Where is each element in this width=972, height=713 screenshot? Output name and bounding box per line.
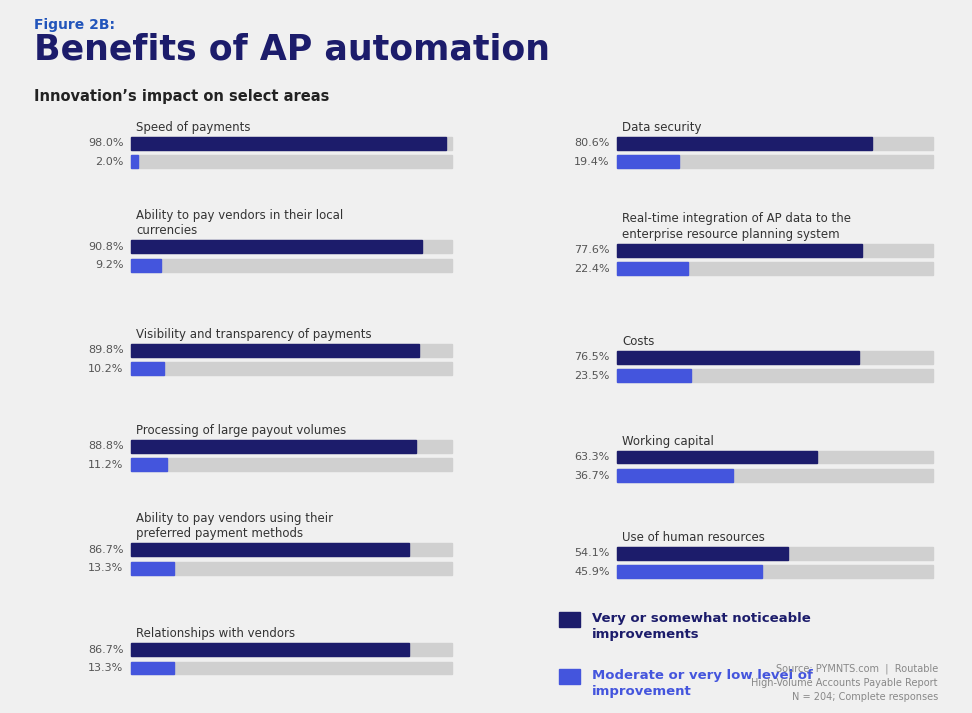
Bar <box>131 562 452 575</box>
Bar <box>617 262 688 275</box>
Bar <box>131 543 409 556</box>
Text: Visibility and transparency of payments: Visibility and transparency of payments <box>136 328 371 341</box>
Bar <box>131 662 452 674</box>
Text: 80.6%: 80.6% <box>574 138 609 148</box>
Bar <box>617 469 933 482</box>
Text: Relationships with vendors: Relationships with vendors <box>136 627 295 640</box>
Bar <box>617 155 933 168</box>
Text: 45.9%: 45.9% <box>573 567 609 577</box>
Text: Costs: Costs <box>622 335 654 348</box>
Bar <box>131 458 452 471</box>
Text: 23.5%: 23.5% <box>574 371 609 381</box>
Bar <box>131 137 445 150</box>
Bar <box>617 155 678 168</box>
Text: Speed of payments: Speed of payments <box>136 121 251 134</box>
Bar <box>617 451 817 463</box>
Text: 10.2%: 10.2% <box>88 364 123 374</box>
Text: 63.3%: 63.3% <box>574 452 609 462</box>
Text: Innovation’s impact on select areas: Innovation’s impact on select areas <box>34 89 330 104</box>
Bar <box>131 344 452 356</box>
Bar <box>131 240 452 253</box>
Text: Ability to pay vendors using their
preferred payment methods: Ability to pay vendors using their prefe… <box>136 512 333 540</box>
Bar <box>131 362 452 375</box>
Bar <box>559 669 580 684</box>
Bar <box>131 344 419 356</box>
Bar <box>617 451 933 463</box>
Bar <box>559 612 580 627</box>
Text: Ability to pay vendors in their local
currencies: Ability to pay vendors in their local cu… <box>136 209 343 237</box>
Text: Source: PYMNTS.com  |  Routable
High-Volume Accounts Payable Report
N = 204; Com: Source: PYMNTS.com | Routable High-Volum… <box>751 664 938 702</box>
Bar <box>617 137 872 150</box>
Bar <box>131 440 452 453</box>
Text: 22.4%: 22.4% <box>573 264 609 274</box>
Bar <box>617 351 859 364</box>
Text: 36.7%: 36.7% <box>574 471 609 481</box>
Bar <box>617 565 933 578</box>
Text: 11.2%: 11.2% <box>88 460 123 470</box>
Bar <box>617 369 691 382</box>
Bar <box>131 137 452 150</box>
Bar <box>131 155 138 168</box>
Text: 86.7%: 86.7% <box>87 645 123 655</box>
Bar <box>131 662 174 674</box>
Text: Data security: Data security <box>622 121 702 134</box>
Bar <box>617 137 933 150</box>
Text: 54.1%: 54.1% <box>574 548 609 558</box>
Bar <box>131 643 409 656</box>
Bar <box>131 543 452 556</box>
Bar <box>131 240 423 253</box>
Text: Moderate or very low level of
improvement: Moderate or very low level of improvemen… <box>592 669 813 698</box>
Text: 90.8%: 90.8% <box>87 242 123 252</box>
Bar <box>131 259 160 272</box>
Bar <box>131 458 167 471</box>
Bar <box>617 565 762 578</box>
Bar <box>617 244 933 257</box>
Text: Very or somewhat noticeable
improvements: Very or somewhat noticeable improvements <box>592 612 811 641</box>
Text: 13.3%: 13.3% <box>88 663 123 673</box>
Bar <box>617 262 933 275</box>
Bar <box>131 259 452 272</box>
Text: Figure 2B:: Figure 2B: <box>34 18 115 32</box>
Text: Processing of large payout volumes: Processing of large payout volumes <box>136 424 346 437</box>
Text: 88.8%: 88.8% <box>87 441 123 451</box>
Bar <box>131 362 164 375</box>
Bar <box>131 562 174 575</box>
Bar <box>131 440 416 453</box>
Text: Use of human resources: Use of human resources <box>622 531 765 544</box>
Text: 86.7%: 86.7% <box>87 545 123 555</box>
Bar <box>617 469 733 482</box>
Text: 13.3%: 13.3% <box>88 563 123 573</box>
Text: Working capital: Working capital <box>622 435 714 448</box>
Bar <box>617 547 933 560</box>
Text: 19.4%: 19.4% <box>573 157 609 167</box>
Text: Benefits of AP automation: Benefits of AP automation <box>34 32 550 66</box>
Bar <box>131 643 452 656</box>
Bar <box>131 155 452 168</box>
Text: Real-time integration of AP data to the
enterprise resource planning system: Real-time integration of AP data to the … <box>622 212 851 241</box>
Bar <box>617 244 862 257</box>
Text: 98.0%: 98.0% <box>87 138 123 148</box>
Text: 77.6%: 77.6% <box>573 245 609 255</box>
Bar <box>617 547 788 560</box>
Text: 89.8%: 89.8% <box>87 345 123 355</box>
Text: 76.5%: 76.5% <box>574 352 609 362</box>
Bar <box>617 369 933 382</box>
Text: 2.0%: 2.0% <box>95 157 123 167</box>
Text: 9.2%: 9.2% <box>95 260 123 270</box>
Bar <box>617 351 933 364</box>
